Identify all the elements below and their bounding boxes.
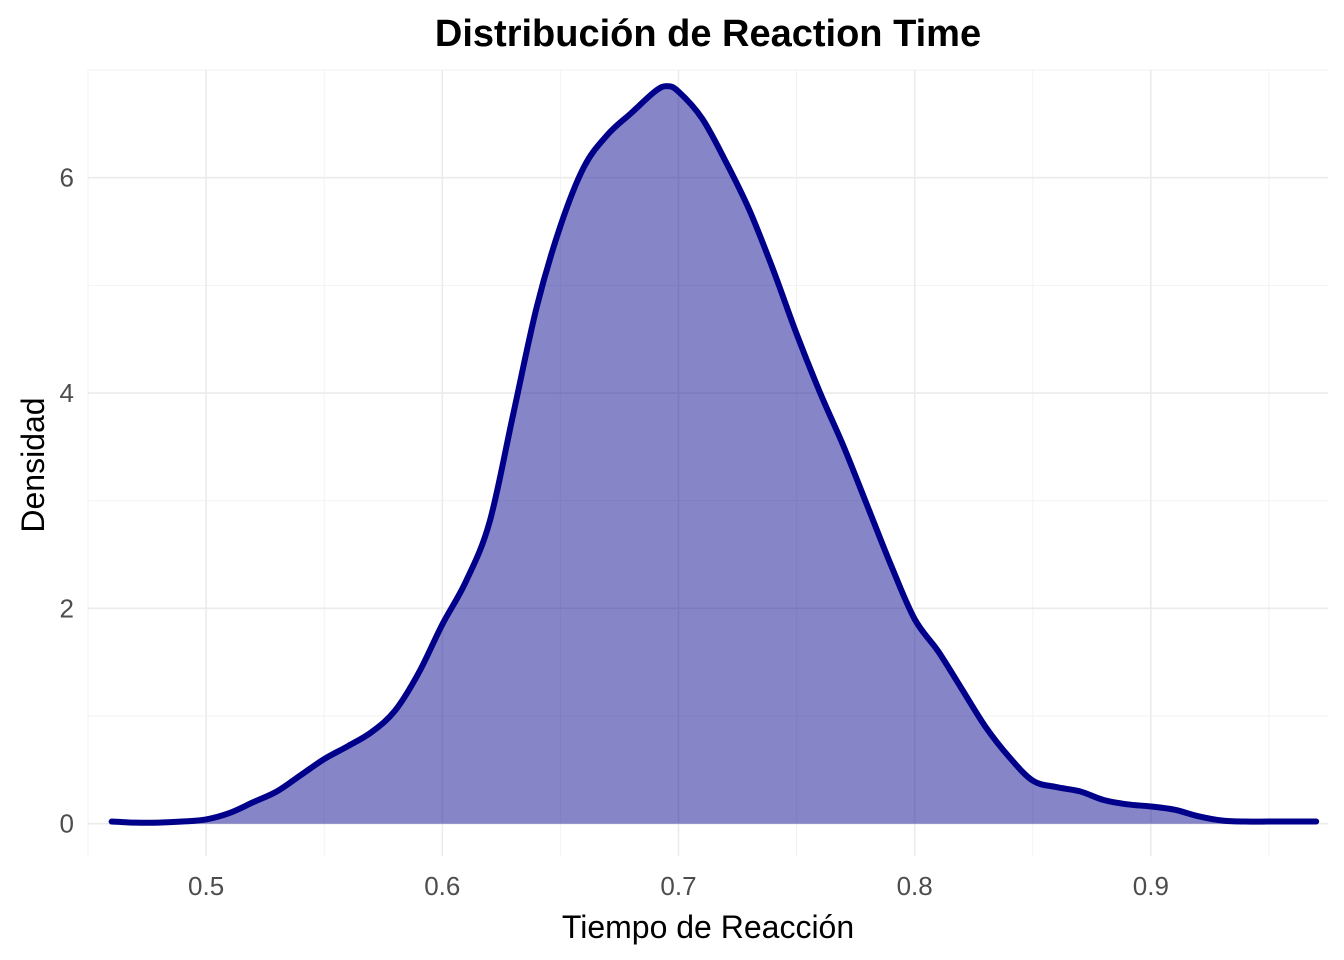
x-tick-label: 0.8 <box>897 871 933 901</box>
x-axis-ticks: 0.5 0.6 0.7 0.8 0.9 <box>188 871 1169 901</box>
x-tick-label: 0.6 <box>424 871 460 901</box>
y-tick-label: 4 <box>60 378 74 408</box>
y-axis-title: Densidad <box>15 397 51 532</box>
x-tick-label: 0.5 <box>188 871 224 901</box>
y-tick-label: 2 <box>60 593 74 623</box>
y-axis-ticks: 0 2 4 6 <box>60 163 74 839</box>
x-tick-label: 0.9 <box>1133 871 1169 901</box>
x-axis-title: Tiempo de Reacción <box>562 909 854 945</box>
y-tick-label: 6 <box>60 163 74 193</box>
density-series <box>108 83 1320 826</box>
x-tick-label: 0.7 <box>660 871 696 901</box>
chart-title: Distribución de Reaction Time <box>435 13 981 55</box>
y-tick-label: 0 <box>60 809 74 839</box>
minor-gridlines <box>87 69 1328 856</box>
major-gridlines <box>88 70 1328 856</box>
density-area <box>111 86 1317 824</box>
density-line <box>108 83 1320 826</box>
